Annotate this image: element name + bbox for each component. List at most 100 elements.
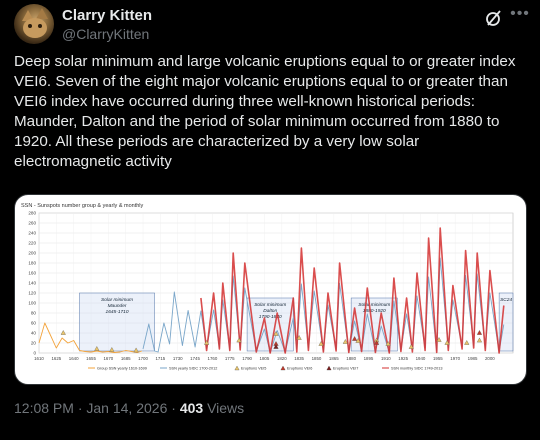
y-tick-label: 60 <box>31 321 37 326</box>
meta-separator: · <box>77 400 83 416</box>
eruption-marker <box>464 340 470 345</box>
meta-separator-2: · <box>171 400 176 416</box>
annotation-label: Maunder <box>108 303 127 309</box>
eruption-marker <box>476 330 483 335</box>
eruption-marker <box>109 347 115 352</box>
views-count: 403 <box>179 400 204 416</box>
y-tick-label: 280 <box>28 211 36 216</box>
annotation-box <box>79 292 155 352</box>
x-tick-label: 1790 <box>242 356 252 361</box>
annotation-label: Solar minimum <box>358 302 390 308</box>
views-label: Views <box>207 400 245 416</box>
x-tick-label: 1640 <box>69 356 79 361</box>
x-tick-label: 1775 <box>225 356 235 361</box>
x-tick-label: 1820 <box>277 356 287 361</box>
x-tick-label: 1850 <box>312 356 322 361</box>
annotation-label: 1790-1830 <box>259 314 282 320</box>
author-name[interactable]: Clarry Kitten <box>62 7 153 24</box>
avatar[interactable] <box>14 4 54 44</box>
annotation-box <box>498 292 514 352</box>
eruption-marker <box>273 331 279 336</box>
tweet-time[interactable]: 12:08 PM <box>14 400 74 416</box>
x-tick-label: 1625 <box>51 356 61 361</box>
y-tick-label: 80 <box>31 311 37 316</box>
legend-item: SSN monthly SIDC 1749-2013 <box>391 367 443 371</box>
x-tick-label: 1985 <box>468 356 478 361</box>
eruption-marker <box>385 341 391 346</box>
legend-marker <box>326 365 332 371</box>
y-tick-label: 40 <box>31 331 37 336</box>
y-tick-label: 180 <box>28 261 36 266</box>
eruption-marker <box>444 340 450 345</box>
tweet-media-chart[interactable]: SSN - Sunspots number group & yearly & m… <box>14 194 527 385</box>
x-tick-label: 1880 <box>346 356 356 361</box>
grok-icon[interactable] <box>484 8 504 28</box>
y-tick-label: 100 <box>28 301 36 306</box>
annotation-label: SC24 <box>500 297 512 303</box>
eruption-marker <box>476 337 483 343</box>
eruption-marker <box>133 347 139 353</box>
series-line <box>38 322 143 353</box>
eruption-marker <box>318 341 324 346</box>
x-tick-label: 1865 <box>329 356 339 361</box>
legend-marker <box>234 365 240 371</box>
x-tick-label: 1940 <box>416 356 426 361</box>
sunspot-chart: SSN - Sunspots number group & yearly & m… <box>21 203 514 371</box>
x-tick-label: 1685 <box>121 356 131 361</box>
eruption-marker <box>60 330 66 335</box>
chart-title: SSN - Sunspots number group & yearly & m… <box>21 203 144 209</box>
tweet-date[interactable]: Jan 14, 2026 <box>86 400 168 416</box>
x-tick-label: 1670 <box>103 356 113 361</box>
eruption-marker <box>273 344 279 349</box>
legend-item: Eruptions VEI7 <box>333 367 358 371</box>
legend-item: SSN yearly SIDC 1700-2012 <box>169 367 217 371</box>
tweet-header: Clarry Kitten @ClarryKitten ••• <box>14 2 529 46</box>
x-tick-label: 1730 <box>173 356 183 361</box>
eruption-marker <box>236 337 242 343</box>
x-tick-label: 1700 <box>138 356 148 361</box>
annotation-label: Dalton <box>263 308 277 314</box>
annotation-label: Solar minimum <box>254 302 286 308</box>
legend-item: Eruptions VEI5 <box>241 367 266 371</box>
y-tick-label: 200 <box>28 251 36 256</box>
more-icon[interactable]: ••• <box>510 5 530 22</box>
x-tick-label: 1970 <box>450 356 460 361</box>
eruption-marker <box>342 339 348 344</box>
eruption-marker <box>408 344 414 349</box>
y-tick-label: 240 <box>28 231 36 236</box>
eruption-marker <box>352 336 358 341</box>
annotation-label: Solar minimum <box>101 297 133 303</box>
tweet-meta: 12:08 PM · Jan 14, 2026 · 403 Views <box>14 400 244 416</box>
legend-item: Eruptions VEI6 <box>287 367 312 371</box>
y-tick-label: 260 <box>28 221 36 226</box>
x-tick-label: 1655 <box>86 356 96 361</box>
x-tick-label: 1925 <box>398 356 408 361</box>
x-tick-label: 1760 <box>208 356 218 361</box>
tweet-text: Deep solar minimum and large volcanic er… <box>14 53 516 170</box>
y-tick-label: 160 <box>28 271 36 276</box>
y-tick-label: 220 <box>28 241 36 246</box>
x-tick-label: 2000 <box>485 356 495 361</box>
x-tick-label: 1835 <box>294 356 304 361</box>
x-tick-label: 1715 <box>155 356 165 361</box>
legend-marker <box>280 365 286 371</box>
eruption-marker <box>204 340 210 345</box>
y-tick-label: 20 <box>31 341 37 346</box>
author-handle[interactable]: @ClarryKitten <box>62 26 150 42</box>
series-line <box>200 227 505 354</box>
annotation-label: 1880-1920 <box>363 308 386 314</box>
y-tick-label: 140 <box>28 281 36 286</box>
x-tick-label: 1805 <box>260 356 270 361</box>
x-tick-label: 1910 <box>381 356 391 361</box>
eruption-marker <box>94 346 100 351</box>
eruption-marker <box>374 340 380 345</box>
x-tick-label: 1745 <box>190 356 200 361</box>
y-tick-label: 120 <box>28 291 36 296</box>
annotation-label: 1645-1710 <box>106 309 129 315</box>
x-tick-label: 1955 <box>433 356 443 361</box>
eruption-marker <box>296 335 302 340</box>
legend-item: Group SSN yearly 1610-1699 <box>97 367 147 371</box>
x-tick-label: 1895 <box>364 356 374 361</box>
x-tick-label: 1610 <box>34 356 44 361</box>
y-tick-label: 0 <box>33 351 36 356</box>
